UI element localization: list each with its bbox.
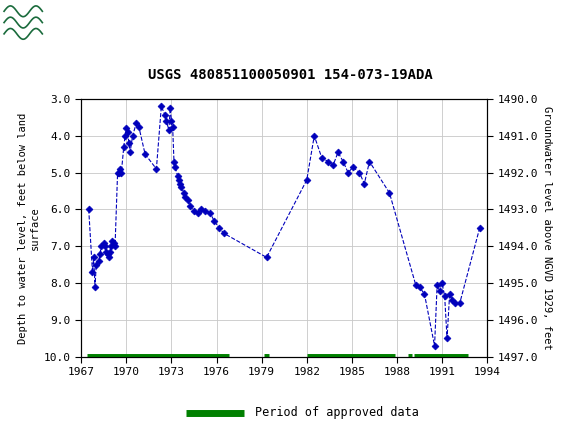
- Y-axis label: Depth to water level, feet below land
surface: Depth to water level, feet below land su…: [18, 112, 39, 344]
- Text: USGS: USGS: [48, 14, 103, 31]
- Y-axis label: Groundwater level above NGVD 1929, feet: Groundwater level above NGVD 1929, feet: [542, 106, 552, 350]
- Bar: [3, 3, 43, 42]
- Text: Period of approved data: Period of approved data: [255, 406, 419, 419]
- Text: USGS 480851100050901 154-073-19ADA: USGS 480851100050901 154-073-19ADA: [148, 68, 432, 82]
